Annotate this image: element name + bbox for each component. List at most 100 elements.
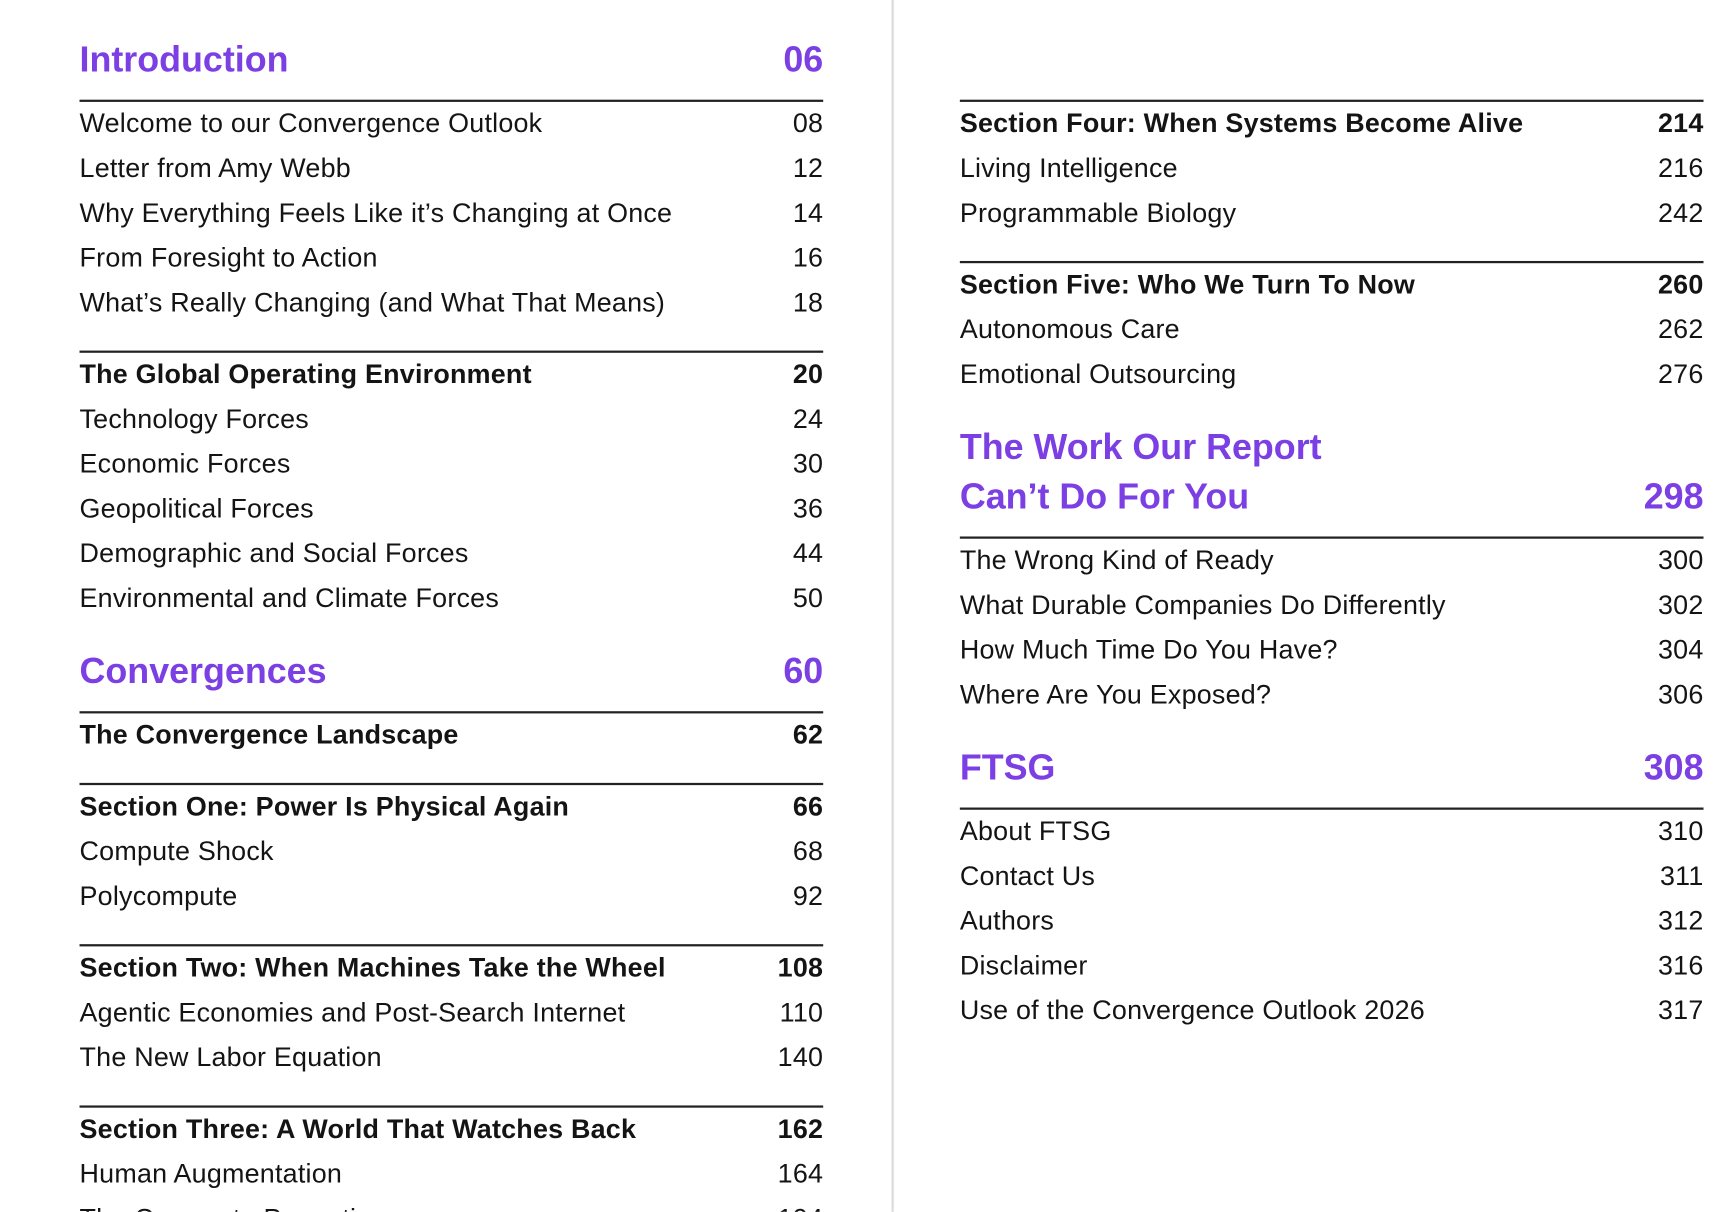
- entry-page: 317: [1657, 995, 1704, 1026]
- entry-label: The Wrong Kind of Ready: [959, 545, 1274, 576]
- section-title-line: The Work Our Report: [959, 426, 1322, 468]
- toc-entry: Letter from Amy Webb 12: [80, 147, 824, 192]
- entry-page: 14: [792, 198, 824, 229]
- section-title-line: FTSG: [959, 747, 1056, 788]
- entry-label: Agentic Economies and Post-Search Intern…: [79, 997, 626, 1029]
- entry-page: 194: [778, 1197, 824, 1212]
- toc-entry: Living Intelligence 216: [960, 147, 1704, 192]
- section-heading: FTSG 308: [960, 743, 1704, 792]
- entry-page: 20: [792, 359, 824, 390]
- toc-entry: How Much Time Do You Have? 304: [960, 628, 1704, 673]
- entry-page: 214: [1657, 108, 1704, 139]
- section-heading: Convergences 60: [80, 646, 824, 695]
- entry-page: 18: [792, 287, 824, 319]
- entry-page: 302: [1657, 590, 1704, 621]
- toc-entry: The Convergence Landscape 62: [80, 713, 824, 758]
- entry-page: 50: [792, 583, 824, 614]
- entry-label: Economic Forces: [79, 449, 291, 480]
- section-title-line: Convergences: [79, 650, 327, 692]
- toc-entry: The Global Operating Environment 20: [80, 353, 824, 398]
- entry-page: 276: [1657, 359, 1704, 390]
- toc-entry: Autonomous Care 262: [960, 308, 1704, 353]
- toc-entry: The Wrong Kind of Ready 300: [960, 539, 1704, 584]
- section-title-line: Introduction: [79, 39, 289, 80]
- entry-label: Contact Us: [959, 861, 1096, 892]
- entry-page: 92: [792, 881, 824, 912]
- entry-label: The Convergence Landscape: [79, 720, 459, 751]
- toc-entry: The New Labor Equation 140: [80, 1036, 824, 1081]
- toc-entry: Section One: Power Is Physical Again 66: [80, 785, 824, 830]
- toc-entry: Section Three: A World That Watches Back…: [80, 1108, 824, 1153]
- entry-page: 162: [777, 1114, 824, 1145]
- entry-page: 110: [779, 997, 824, 1029]
- section-title: Convergences: [80, 646, 327, 695]
- entry-label: The New Labor Equation: [79, 1042, 382, 1073]
- entry-page: 36: [792, 493, 824, 525]
- entry-label: Where Are You Exposed?: [959, 679, 1272, 711]
- toc-group: The Global Operating Environment 20 Techno…: [79, 350, 824, 622]
- entry-label: How Much Time Do You Have?: [959, 635, 1338, 666]
- entry-page: 312: [1657, 906, 1704, 937]
- toc-entry: Compute Shock 68: [80, 830, 824, 875]
- entry-label: From Foresight to Action: [79, 243, 378, 274]
- toc-group: About FTSG 310 Contact Us 311 Authors 312 Disc…: [959, 807, 1704, 1034]
- entry-page: 316: [1657, 950, 1704, 982]
- section-page: 308: [1643, 747, 1704, 788]
- toc-entry: Demographic and Social Forces 44: [80, 532, 824, 577]
- toc-entry: Why Everything Feels Like it’s Changing …: [80, 192, 824, 237]
- entry-page: 68: [792, 836, 824, 867]
- entry-label: Demographic and Social Forces: [79, 538, 469, 569]
- section-page: 298: [1643, 476, 1704, 517]
- entry-page: 62: [792, 720, 824, 751]
- toc-entry: From Foresight to Action 16: [80, 236, 824, 281]
- section-title: The Work Our Report Can’t Do For You: [960, 422, 1322, 521]
- entry-page: 44: [792, 538, 824, 569]
- toc-entry: Welcome to our Convergence Outlook 08: [80, 102, 824, 147]
- entry-page: 242: [1657, 198, 1704, 229]
- entry-label: Letter from Amy Webb: [79, 153, 351, 184]
- entry-label: Section Five: Who We Turn To Now: [959, 269, 1415, 301]
- entry-label: Section Three: A World That Watches Back: [79, 1114, 637, 1145]
- entry-label: Living Intelligence: [959, 153, 1178, 184]
- toc-group: Section One: Power Is Physical Again 66 Co…: [79, 782, 824, 920]
- entry-label: Compute Shock: [79, 836, 274, 867]
- toc-group: The Wrong Kind of Ready 300 What Durable C…: [959, 536, 1704, 718]
- toc-entry: Authors 312: [960, 899, 1704, 944]
- entry-label: Section One: Power Is Physical Again: [79, 791, 570, 823]
- entry-page: 08: [792, 108, 824, 139]
- entry-label: Disclaimer: [959, 950, 1088, 982]
- entry-page: 262: [1657, 314, 1704, 345]
- entry-page: 304: [1657, 635, 1704, 666]
- toc-entry: The Corporate Panopticon 194: [80, 1197, 824, 1212]
- entry-label: Environmental and Climate Forces: [79, 583, 500, 614]
- toc-group: Section Two: When Machines Take the Whee…: [79, 944, 824, 1081]
- entry-page: 306: [1657, 679, 1704, 711]
- toc-entry: Human Augmentation 164: [80, 1152, 824, 1197]
- toc-entry: What Durable Companies Do Differently 302: [960, 584, 1704, 629]
- toc-entry: Section Four: When Systems Become Alive 2…: [960, 102, 1704, 147]
- page-divider: [891, 0, 894, 1212]
- section-page: 60: [783, 650, 824, 692]
- section-title: Introduction: [80, 35, 289, 84]
- entry-page: 108: [777, 953, 824, 984]
- toc-entry: Economic Forces 30: [80, 442, 824, 487]
- section-title-line: Can’t Do For You: [959, 476, 1250, 517]
- toc-column: Section Four: When Systems Become Alive 2…: [959, 99, 1704, 1059]
- entry-label: Human Augmentation: [79, 1159, 343, 1190]
- entry-page: 260: [1657, 269, 1704, 301]
- toc-column: Introduction 06 Welcome to our Convergence…: [79, 35, 824, 1212]
- entry-label: Why Everything Feels Like it’s Changing …: [79, 198, 673, 229]
- toc-group: Section Four: When Systems Become Alive 2…: [959, 99, 1704, 237]
- section-heading: The Work Our Report Can’t Do For You 298: [960, 422, 1704, 521]
- entry-page: 16: [792, 243, 824, 274]
- toc-entry: Use of the Convergence Outlook 2026 317: [960, 989, 1704, 1034]
- section-heading: Introduction 06: [80, 35, 824, 84]
- entry-label: The Corporate Panopticon: [80, 1197, 401, 1212]
- entry-label: Technology Forces: [79, 404, 309, 435]
- entry-page: 66: [792, 791, 824, 823]
- toc-entry: Polycompute 92: [80, 875, 824, 920]
- toc-entry: What’s Really Changing (and What That Me…: [80, 281, 824, 326]
- toc-entry: Where Are You Exposed? 306: [960, 673, 1704, 718]
- toc-entry: Geopolitical Forces 36: [80, 487, 824, 532]
